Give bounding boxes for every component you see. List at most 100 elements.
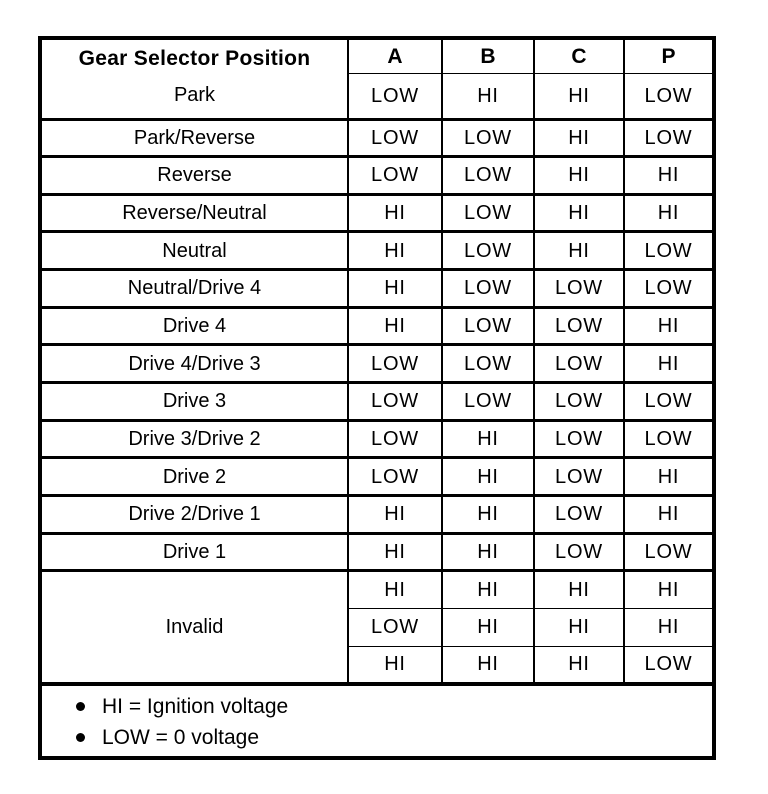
table-title: Gear Selector Position [78,46,311,70]
signal-b-value: LOW [441,381,535,422]
table-row: HI HI HI LOW [40,645,715,686]
signal-p-value: LOW [623,531,715,573]
signal-b-value: HI [441,73,535,121]
legend-note: HI = Ignition voltage [76,691,712,722]
table-row: Neutral HI LOW HI LOW [39,230,715,272]
gear-position-label: Drive 3 [39,381,349,422]
table-row: Reverse LOW LOW HI HI [39,155,715,196]
signal-a-value: HI [347,493,443,535]
signal-a-value: LOW [347,418,443,460]
signal-c-value: HI [533,73,625,121]
signal-b-value: HI [441,456,535,497]
gear-position-label: Drive 1 [39,531,349,573]
gear-position-label: Neutral [39,230,349,272]
table-row: Drive 1 HI HI LOW LOW [39,531,715,573]
signal-c-value: LOW [533,456,625,497]
table-row: LOW HI HI LOW [40,73,715,121]
signal-p-value: LOW [623,230,715,272]
bullet-icon [76,701,85,711]
signal-b-value: LOW [441,230,535,272]
signal-a-value: HI [347,305,443,347]
gear-position-label: Reverse/Neutral [39,192,349,234]
table-row: Drive 2 LOW HI LOW HI [39,456,715,497]
signal-p-value: LOW [623,645,715,686]
bullet-icon [76,732,85,742]
signal-p-value: LOW [623,117,715,159]
signal-a-value: LOW [347,456,443,497]
signal-c-value: LOW [533,268,625,309]
signal-b-value: LOW [441,155,535,196]
signal-p-value: HI [623,607,715,647]
signal-c-value: HI [533,569,625,609]
signal-p-value: LOW [623,418,715,460]
legend-cell: HI = Ignition voltage LOW = 0 voltage [39,681,715,760]
signal-b-value: LOW [441,117,535,159]
signal-c-value: LOW [533,493,625,535]
gear-position-label: Reverse [39,155,349,196]
table-row: LOW HI HI HI [40,607,715,647]
signal-c-value: LOW [533,418,625,460]
signal-c-value: LOW [533,531,625,573]
gear-selector-table: Gear Selector Position Park A B C P LOW … [38,36,716,760]
column-header-b: B [441,36,535,75]
table-row: Drive 4 HI LOW LOW HI [39,305,715,347]
signal-p-value: HI [623,155,715,196]
signal-p-value: HI [623,569,715,609]
signal-a-value: LOW [347,381,443,422]
signal-c-value: HI [533,607,625,647]
gear-position-label: Drive 2/Drive 1 [39,493,349,535]
gear-position-label: Drive 4 [39,305,349,347]
signal-a-value: HI [347,569,443,609]
table-row: Park/Reverse LOW LOW HI LOW [39,117,715,159]
legend-note-text: LOW = 0 voltage [102,725,259,749]
signal-b-value: LOW [441,343,535,385]
signal-a-value: LOW [347,155,443,196]
signal-p-value: HI [623,192,715,234]
signal-b-value: LOW [441,268,535,309]
signal-b-value: HI [441,645,535,686]
table-row: Reverse/Neutral HI LOW HI HI [39,192,715,234]
signal-c-value: LOW [533,381,625,422]
signal-c-value: HI [533,155,625,196]
legend-row: HI = Ignition voltage LOW = 0 voltage [39,681,715,760]
table-row: Neutral/Drive 4 HI LOW LOW LOW [39,268,715,309]
gear-position-label: Invalid [39,569,349,686]
signal-b-value: HI [441,531,535,573]
signal-p-value: HI [623,493,715,535]
signal-c-value: HI [533,192,625,234]
gear-position-label: Park [173,84,216,107]
signal-p-value: HI [623,456,715,497]
signal-a-value: HI [347,645,443,686]
signal-a-value: LOW [347,343,443,385]
signal-b-value: HI [441,607,535,647]
column-header-a: A [347,36,443,75]
signal-c-value: HI [533,645,625,686]
signal-c-value: HI [533,117,625,159]
table-row: Drive 2/Drive 1 HI HI LOW HI [39,493,715,535]
signal-a-value: HI [347,531,443,573]
header-row: Gear Selector Position Park A B C P [39,36,715,121]
signal-a-value: HI [347,230,443,272]
signal-a-value: LOW [347,607,443,647]
signal-b-value: HI [441,493,535,535]
gear-position-header-cell: Gear Selector Position Park [39,36,349,121]
table-row: Invalid HI HI HI HI [39,569,715,686]
gear-position-label: Drive 3/Drive 2 [39,418,349,460]
signal-a-value: LOW [347,117,443,159]
gear-position-label: Drive 4/Drive 3 [39,343,349,385]
legend-note-text: HI = Ignition voltage [102,694,289,718]
signal-p-value: HI [623,343,715,385]
signal-c-value: LOW [533,343,625,385]
table-row: Drive 3/Drive 2 LOW HI LOW LOW [39,418,715,460]
signal-a-value: HI [347,192,443,234]
signal-p-value: LOW [623,268,715,309]
table-row: Drive 3 LOW LOW LOW LOW [39,381,715,422]
gear-position-label: Park/Reverse [39,117,349,159]
legend-note: LOW = 0 voltage [76,722,712,753]
signal-c-value: LOW [533,305,625,347]
signal-b-value: HI [441,569,535,609]
signal-p-value: LOW [623,73,715,121]
signal-a-value: HI [347,268,443,309]
signal-b-value: LOW [441,305,535,347]
